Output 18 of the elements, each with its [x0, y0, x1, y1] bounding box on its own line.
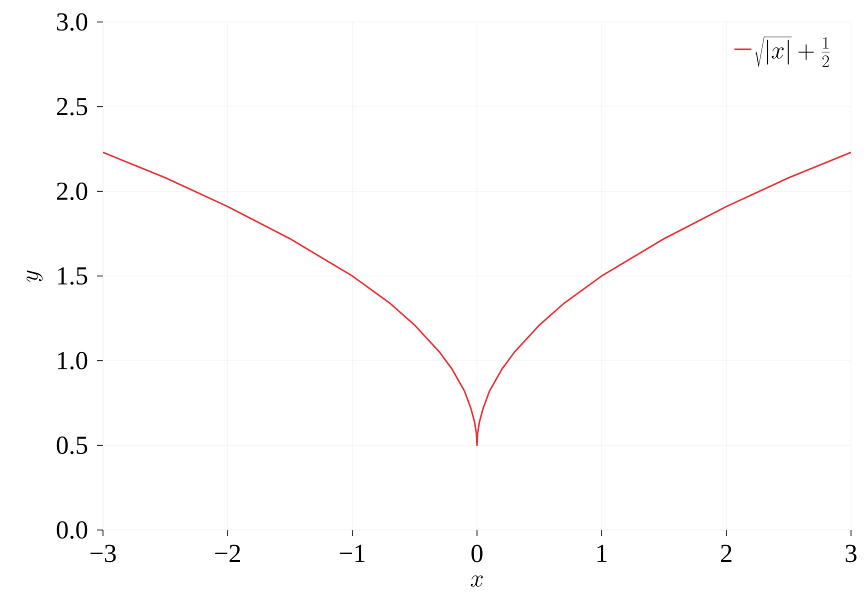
y-tick-label: 3.0	[57, 13, 88, 31]
y-tick-label: 0.5	[56, 436, 88, 454]
line-series	[103, 152, 851, 446]
legend-label: $\sqrt{|x|}+\frac{1}{2}$	[755, 36, 830, 67]
y-axis-title: $y$	[26, 270, 43, 282]
x-axis-title: $x$	[470, 576, 483, 587]
x-tick-label: 3	[846, 544, 856, 562]
x-tick-label: 1	[597, 544, 607, 562]
y-tick-label: 1.0	[58, 352, 88, 370]
x-tick-label: −2	[215, 544, 240, 562]
x-tick-label: 0	[472, 544, 482, 562]
y-tick-label: 0.0	[56, 521, 88, 539]
y-tick-label: 2.5	[56, 98, 88, 116]
x-tick-label: −1	[340, 544, 365, 562]
y-tick-label: 2.0	[56, 182, 88, 200]
x-tick-label: 2	[721, 544, 732, 562]
y-tick-label: 1.5	[58, 267, 88, 285]
x-tick-label: −3	[90, 544, 116, 562]
